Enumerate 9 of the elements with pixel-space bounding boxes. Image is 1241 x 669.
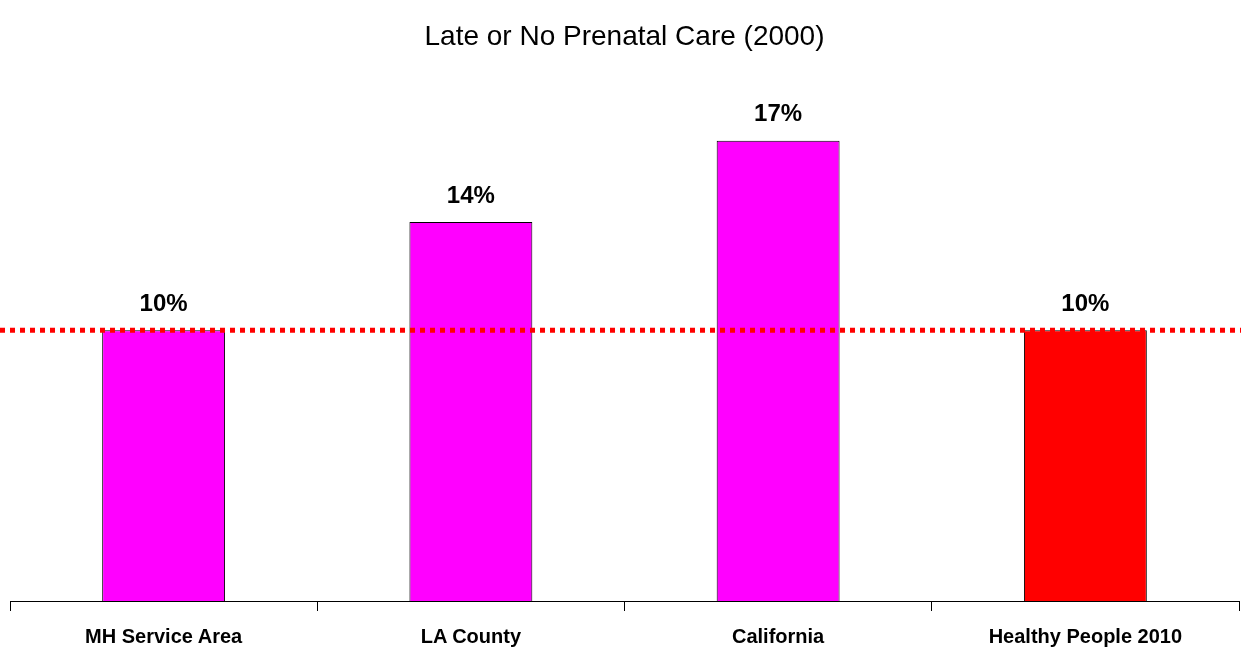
x-tick-label: LA County — [420, 624, 522, 647]
x-tick-label: MH Service Area — [85, 624, 244, 647]
data-label: 14% — [446, 180, 495, 208]
x-tick-label: California — [732, 624, 826, 647]
data-label: 10% — [139, 288, 188, 316]
data-label: 10% — [1061, 288, 1110, 316]
data-label: 17% — [754, 99, 803, 127]
x-tick-label: Healthy People 2010 — [988, 624, 1183, 647]
chart-title: Late or No Prenatal Care (2000) — [424, 19, 825, 51]
